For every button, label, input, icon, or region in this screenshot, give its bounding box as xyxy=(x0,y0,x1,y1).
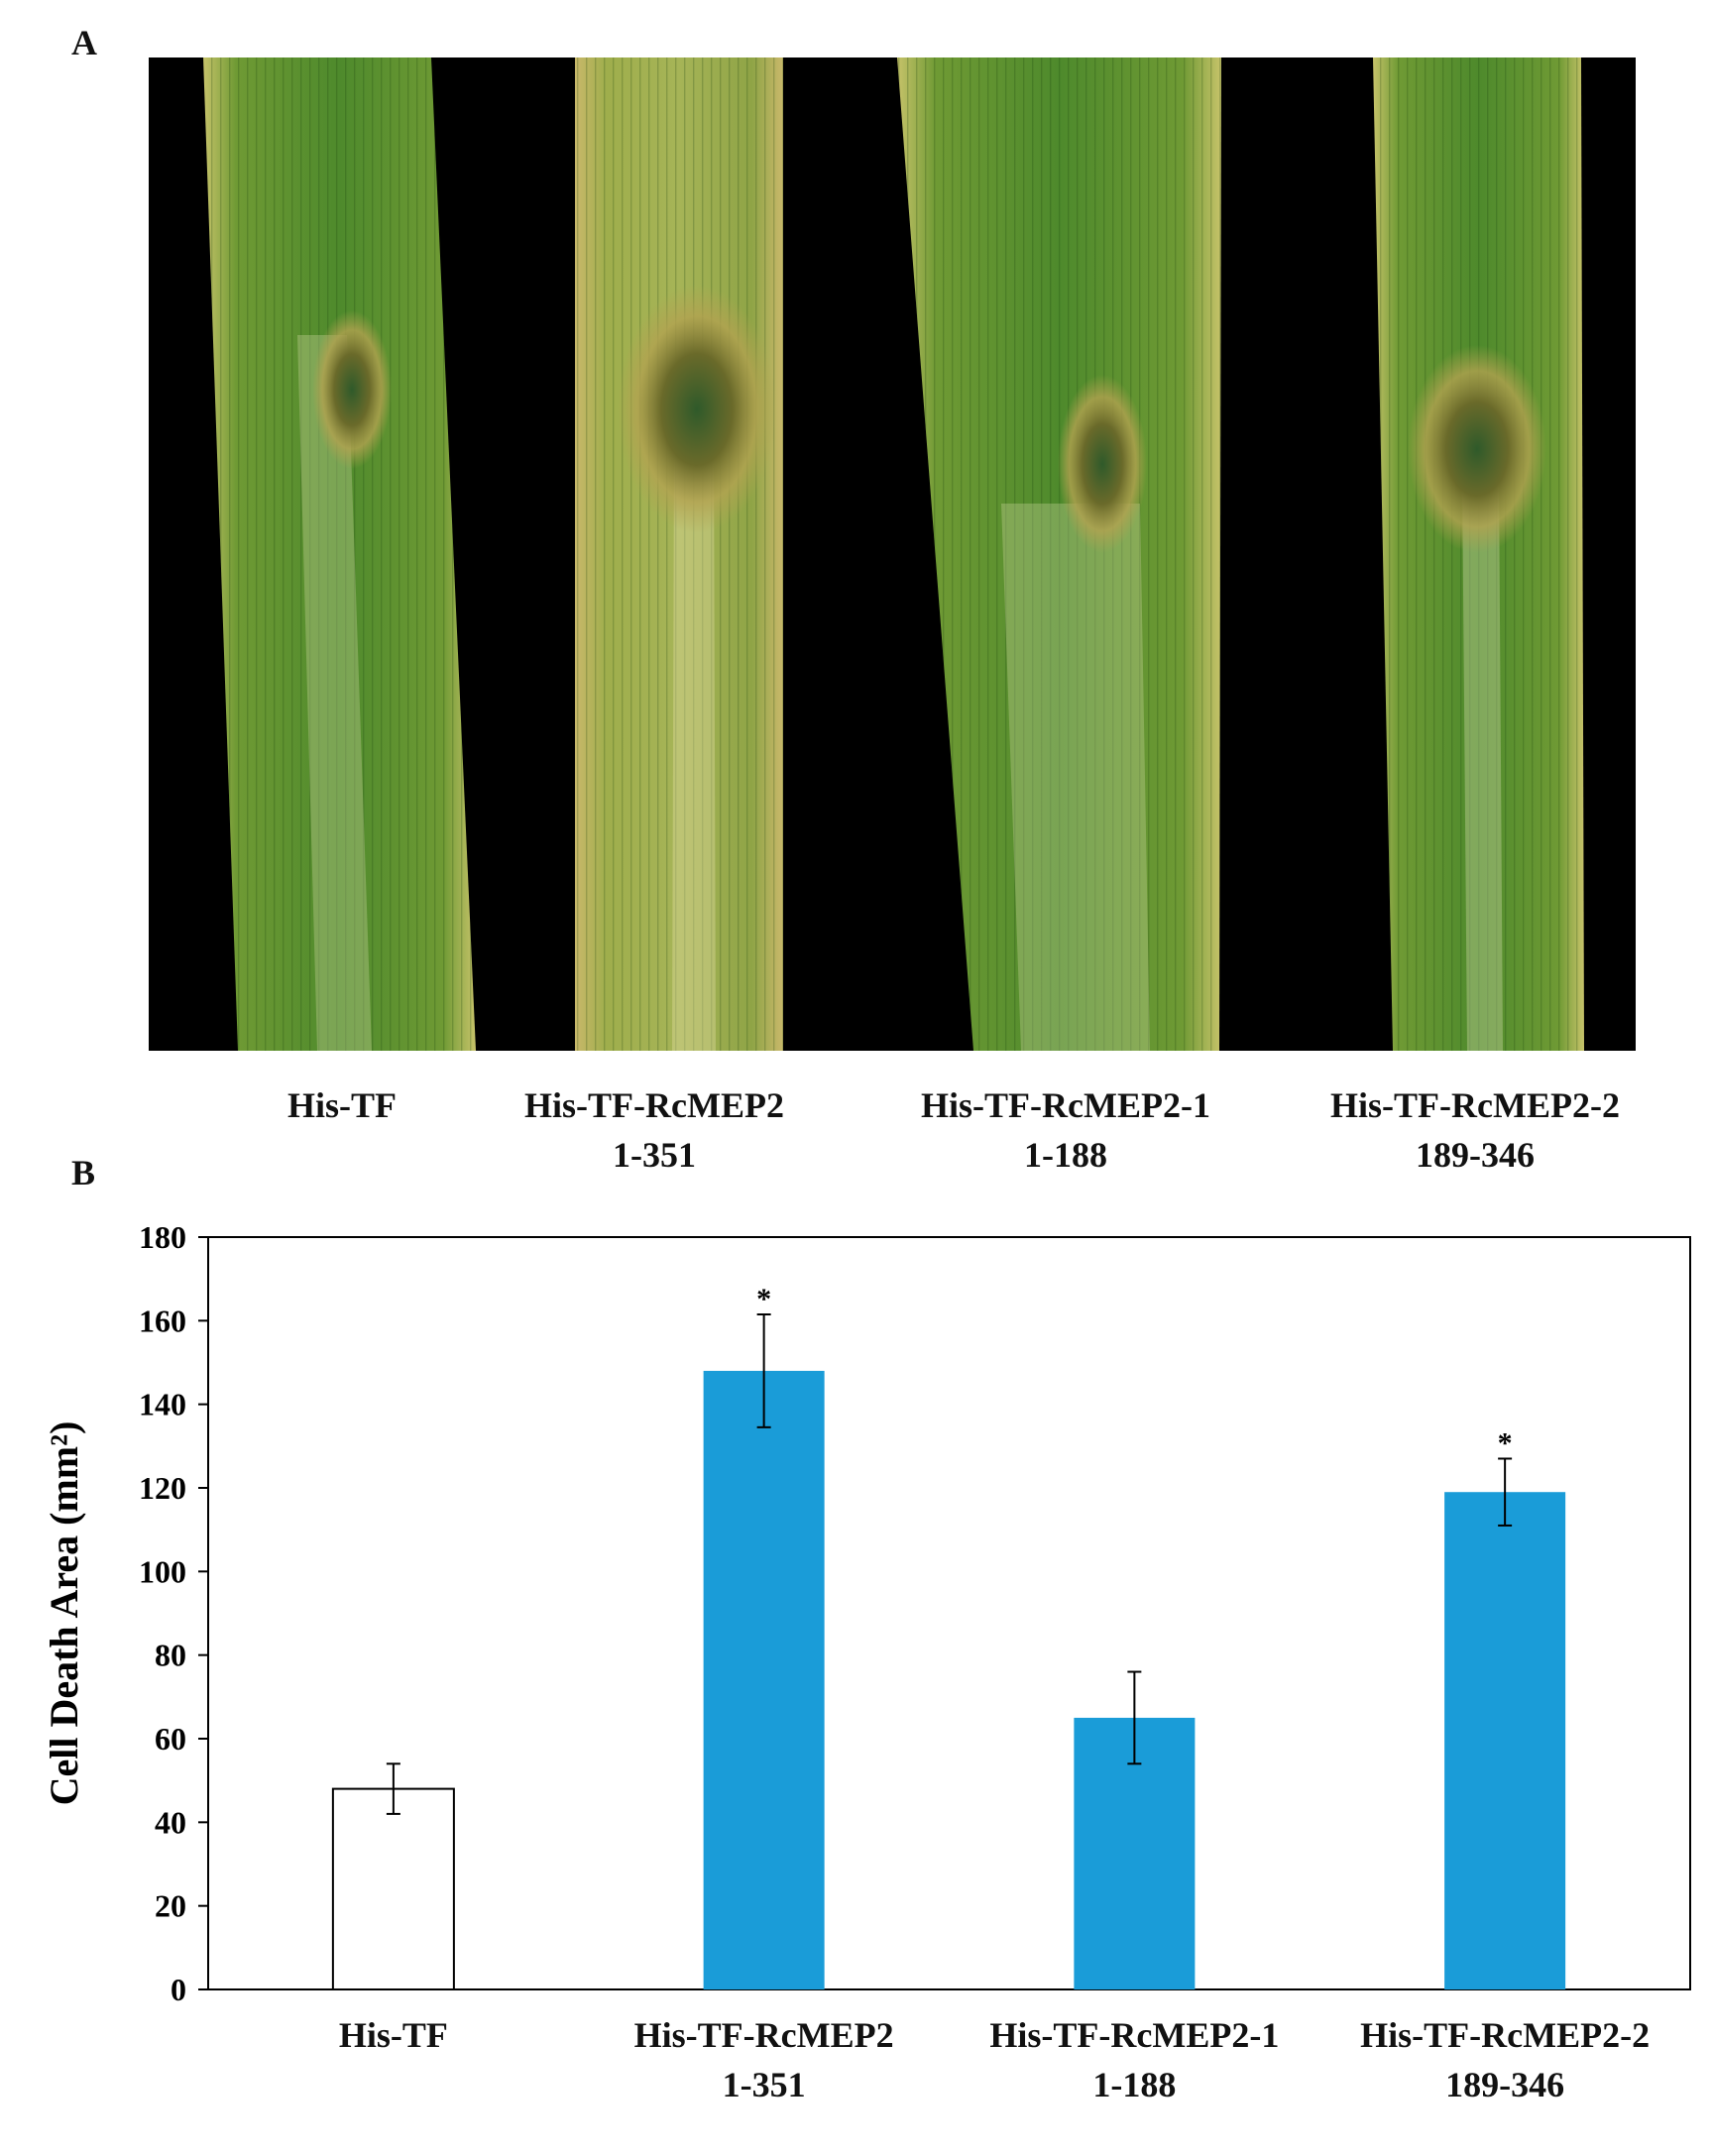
leaf-1 xyxy=(203,57,476,1051)
panel-a-letter: A xyxy=(71,23,97,62)
x-tick-label: His-TF xyxy=(338,2015,448,2055)
y-tick-label: 80 xyxy=(155,1638,186,1673)
x-tick-label: His-TF-RcMEP2-2 189-346 xyxy=(1360,2015,1651,2104)
significance-marker: * xyxy=(756,1283,771,1315)
bar-chart: 0 20 40 60 80 100 120 140 160 180 Cell Death Area … xyxy=(42,1219,1691,2007)
x-tick-label: His-TF-RcMEP2-1 1-188 xyxy=(989,2015,1280,2104)
significance-marker: * xyxy=(1498,1426,1513,1459)
leaf-4 xyxy=(1373,57,1584,1051)
bar xyxy=(1444,1492,1566,1989)
y-tick-label: 120 xyxy=(139,1470,186,1506)
bar xyxy=(331,1787,455,1990)
y-tick-label: 100 xyxy=(139,1553,186,1589)
y-tick-label: 40 xyxy=(155,1804,186,1840)
leaf-3 xyxy=(897,57,1221,1051)
x-tick-label: His-TF-RcMEP2 1-351 xyxy=(633,2015,894,2104)
leaf-photo xyxy=(149,57,1636,1051)
y-tick-label: 180 xyxy=(139,1219,186,1255)
leaf-label-his-tf-rcmep2-2: His-TF-RcMEP2-2 189-346 xyxy=(1330,1085,1620,1175)
leaf-label-his-tf-rcmep2-1: His-TF-RcMEP2-1 1-188 xyxy=(921,1085,1210,1175)
y-tick-label: 60 xyxy=(155,1721,186,1757)
panel-b-letter: B xyxy=(71,1153,96,1192)
leaf-label-his-tf-rcmep2: His-TF-RcMEP2 1-351 xyxy=(524,1085,784,1175)
y-axis-label: Cell Death Area (mm²) xyxy=(42,1421,86,1806)
bar xyxy=(703,1370,825,1989)
y-tick-label: 20 xyxy=(155,1888,186,1924)
y-tick-label: 160 xyxy=(139,1303,186,1338)
y-tick-label: 0 xyxy=(171,1972,186,2007)
y-tick-label: 140 xyxy=(139,1387,186,1422)
leaf-2 xyxy=(575,57,783,1051)
plot-frame xyxy=(207,1236,1691,1990)
leaf-label-his-tf: His-TF xyxy=(286,1085,397,1125)
